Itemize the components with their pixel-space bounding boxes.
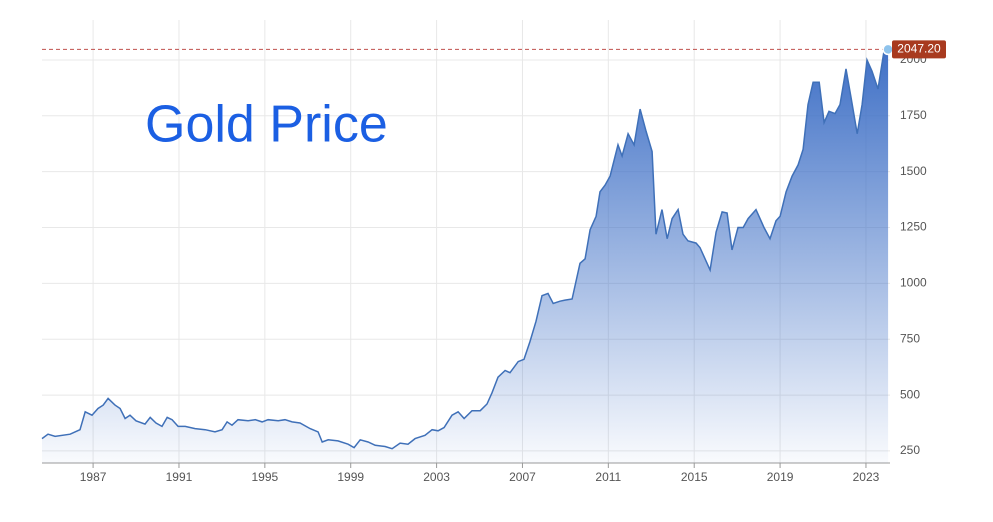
y-tick-label: 250 (900, 443, 920, 457)
reference-label-box (892, 40, 946, 59)
line (41, 48, 889, 450)
x-tick-label: 1987 (80, 470, 107, 484)
last-point (882, 43, 894, 56)
x-tick-label: 2019 (767, 470, 794, 484)
x-tick-label: 1999 (337, 470, 364, 484)
y-tick-label: 1250 (900, 220, 927, 234)
y-tick-label: 1000 (900, 276, 927, 290)
x-tick-label: 2003 (423, 470, 450, 484)
x-tick-label: 2007 (509, 470, 536, 484)
area (42, 49, 889, 464)
x-tick-label: 2023 (853, 470, 880, 484)
y-tick-label: 500 (900, 387, 920, 401)
x-tick-label: 1995 (251, 470, 278, 484)
y-tick-label: 1750 (900, 108, 927, 122)
reference-label: 2047.20 (897, 42, 941, 56)
x-tick-label: 2011 (595, 470, 621, 484)
y-tick-label: 750 (900, 331, 920, 345)
x-tick-label: 1991 (166, 470, 193, 484)
chart-title: Gold Price (145, 96, 388, 154)
x-tick-label: 2015 (681, 470, 708, 484)
y-tick-label: 1500 (900, 164, 927, 178)
